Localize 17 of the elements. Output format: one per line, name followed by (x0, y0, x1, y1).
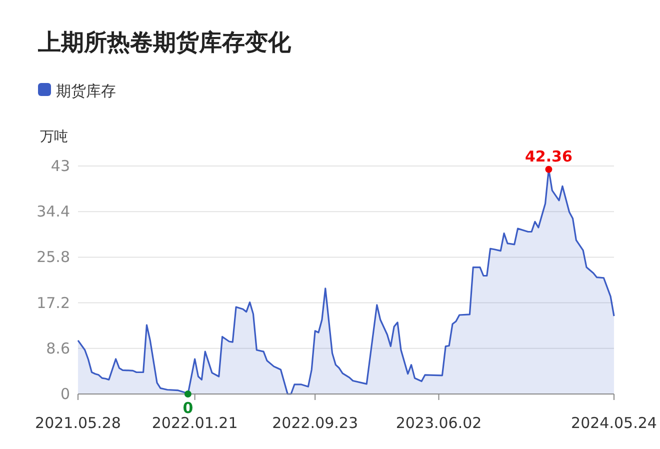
y-tick-label: 25.8 (36, 248, 70, 266)
y-tick-label: 17.2 (36, 294, 70, 312)
y-axis-title: 万吨 (40, 129, 68, 145)
x-tick-label: 2023.06.02 (396, 414, 482, 432)
y-tick-label: 34.4 (36, 202, 70, 221)
x-tick-label: 2022.09.23 (272, 414, 358, 432)
y-tick-label: 8.6 (46, 339, 70, 358)
x-tick-label: 2021.05.28 (35, 414, 121, 432)
x-tick-label: 2024.05.24 (571, 414, 657, 432)
y-tick-label: 43 (50, 157, 70, 175)
chart-title: 上期所热卷期货库存变化 (37, 29, 292, 56)
annotation: 0 (182, 399, 194, 417)
x-tick-label: 2022.01.21 (152, 414, 238, 432)
annotation: 42.36 (524, 147, 572, 166)
y-tick-label: 0 (60, 385, 70, 403)
legend-label: 期货库存 (56, 82, 116, 100)
legend: 期货库存 (38, 82, 116, 100)
